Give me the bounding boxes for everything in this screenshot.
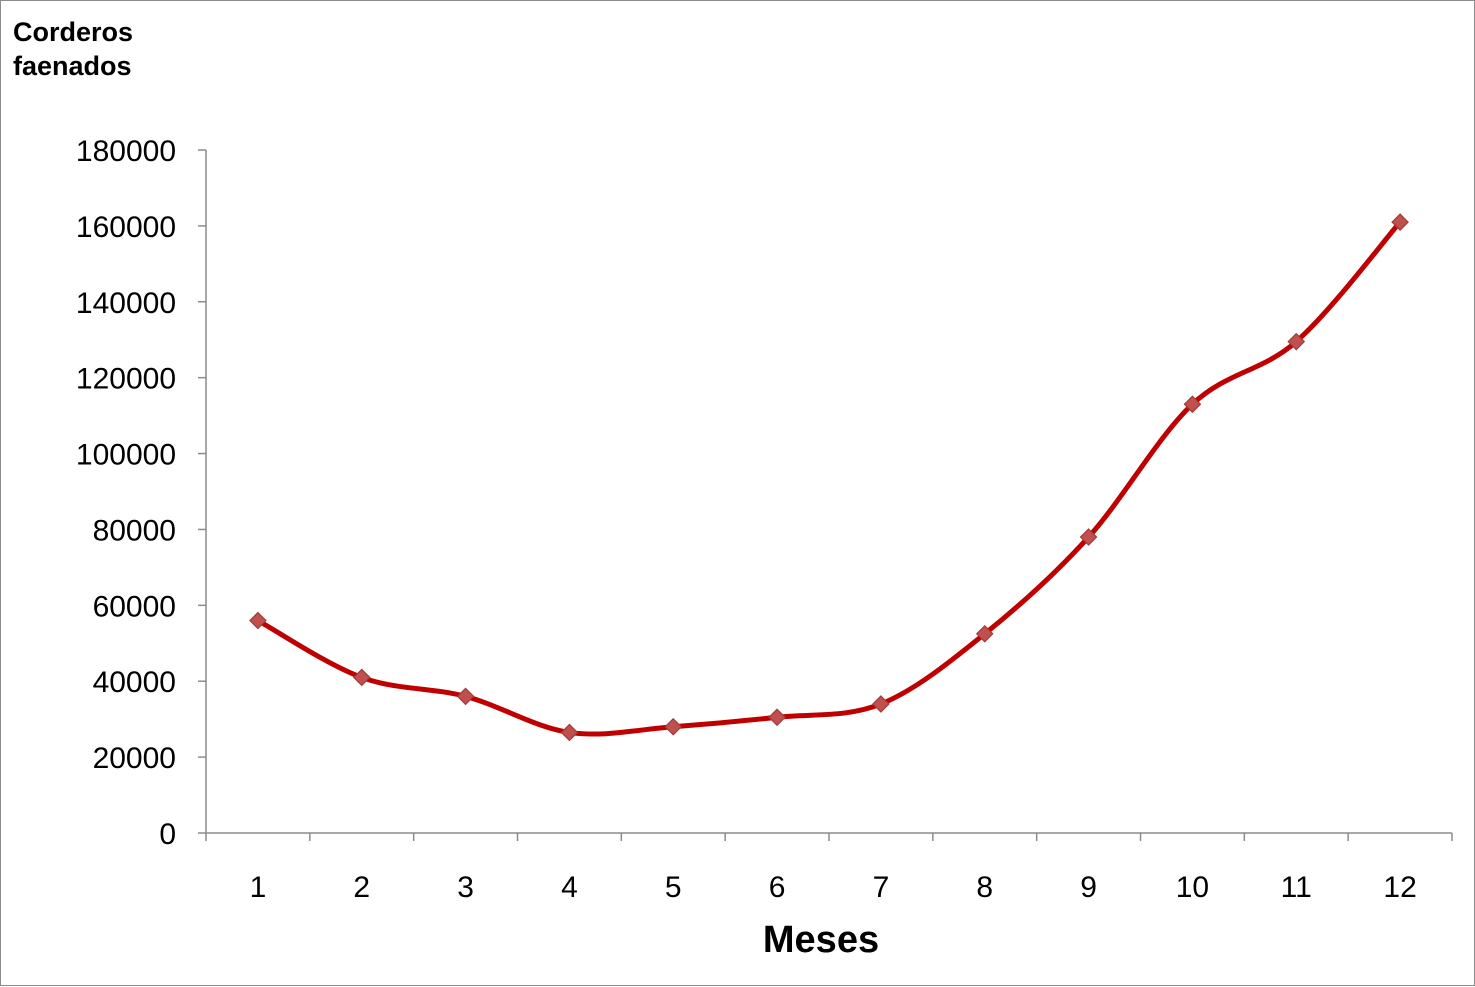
y-tick-label: 80000 bbox=[93, 514, 176, 547]
data-point-marker bbox=[456, 687, 475, 706]
y-axis-ticks: 0 20000 40000 60000 80000 100000 120000 140000 1… bbox=[76, 135, 206, 851]
y-tick-label: 60000 bbox=[93, 590, 176, 623]
data-point-marker bbox=[1183, 395, 1202, 414]
data-point-marker bbox=[664, 717, 683, 736]
data-point-marker bbox=[249, 611, 267, 630]
x-tick-label: 2 bbox=[353, 871, 370, 904]
data-point-marker bbox=[975, 624, 994, 643]
y-tick-label: 20000 bbox=[93, 742, 176, 775]
x-tick-label: 9 bbox=[1080, 871, 1097, 904]
data-point-marker bbox=[352, 668, 371, 687]
y-tick-label: 140000 bbox=[76, 287, 176, 320]
data-point-marker bbox=[560, 723, 579, 742]
y-axis-title-line-2: faenados bbox=[13, 51, 132, 81]
data-point-marker bbox=[872, 695, 890, 713]
series-group bbox=[249, 213, 1409, 742]
x-tick-label: 6 bbox=[769, 871, 786, 904]
x-tick-label: 4 bbox=[561, 871, 578, 904]
axes bbox=[205, 150, 1452, 834]
data-point-marker bbox=[1287, 332, 1306, 351]
x-tick-label: 11 bbox=[1281, 871, 1312, 904]
x-tick-label: 5 bbox=[665, 871, 682, 904]
y-tick-label: 180000 bbox=[76, 135, 176, 168]
x-tick-label: 10 bbox=[1176, 871, 1209, 904]
data-point-marker bbox=[1079, 528, 1098, 546]
series-line bbox=[255, 219, 1403, 737]
x-axis-title: Meses bbox=[762, 919, 880, 961]
x-tick-label: 3 bbox=[457, 871, 474, 904]
x-tick-label: 12 bbox=[1383, 871, 1416, 904]
x-tick-label: 1 bbox=[250, 871, 267, 904]
y-tick-label: 100000 bbox=[76, 439, 176, 472]
y-axis-title: Corderos faenados bbox=[13, 15, 133, 83]
y-tick-label: 120000 bbox=[76, 363, 176, 396]
data-point-marker bbox=[1391, 213, 1409, 231]
x-axis-ticks: 1 2 3 4 5 6 7 8 9 10 11 12 bbox=[205, 833, 1453, 904]
y-tick-label: 40000 bbox=[93, 666, 176, 699]
y-tick-label: 0 bbox=[159, 818, 176, 851]
data-point-marker bbox=[768, 708, 786, 727]
x-tick-label: 7 bbox=[873, 871, 890, 904]
y-tick-label: 160000 bbox=[76, 211, 176, 244]
y-axis-title-line-1: Corderos bbox=[13, 17, 134, 47]
x-tick-label: 8 bbox=[976, 871, 993, 904]
